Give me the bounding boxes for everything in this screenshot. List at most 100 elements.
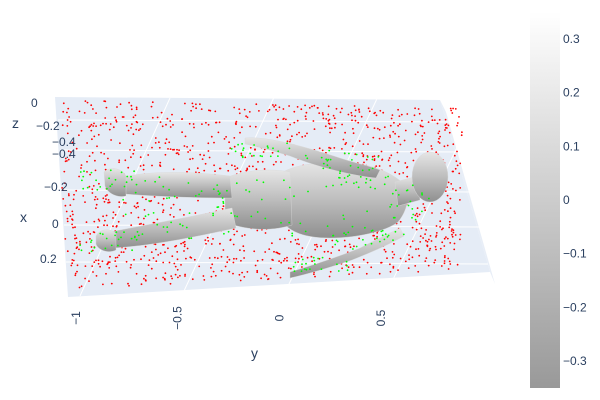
red-point: [389, 165, 391, 167]
red-point: [136, 202, 139, 204]
red-point: [67, 150, 70, 153]
red-point: [189, 256, 192, 259]
red-point: [286, 259, 288, 262]
red-point: [361, 152, 364, 155]
red-point: [91, 265, 94, 267]
green-point: [365, 178, 368, 180]
red-point: [223, 138, 226, 140]
red-point: [85, 221, 88, 224]
green-point: [391, 192, 394, 195]
green-point: [345, 260, 348, 263]
green-point: [335, 239, 338, 242]
green-point: [117, 244, 119, 247]
green-point: [256, 211, 259, 213]
x-axis-ticks: −0.4−0.4 −0.2 0 0.2: [40, 135, 76, 266]
red-point: [161, 125, 164, 128]
red-point: [99, 124, 102, 127]
red-point: [347, 113, 350, 116]
green-point: [325, 158, 328, 161]
red-point: [116, 106, 118, 108]
red-point: [176, 251, 179, 253]
red-point: [159, 121, 162, 123]
red-point: [80, 285, 83, 288]
red-point: [256, 229, 259, 232]
red-point: [393, 253, 396, 256]
red-point: [264, 251, 267, 253]
red-point: [159, 161, 162, 164]
red-point: [233, 145, 236, 148]
red-point: [384, 250, 387, 253]
red-point: [363, 161, 365, 164]
red-point: [418, 222, 421, 225]
red-point: [351, 114, 353, 117]
green-point: [384, 233, 387, 236]
green-point: [137, 234, 140, 237]
red-point: [192, 105, 195, 108]
red-point: [371, 155, 374, 158]
green-point: [336, 263, 338, 266]
red-point: [169, 282, 172, 285]
red-point: [286, 128, 289, 131]
red-point: [329, 127, 331, 130]
red-point: [428, 238, 430, 241]
red-point: [272, 104, 274, 106]
green-point: [368, 169, 371, 171]
red-point: [94, 159, 96, 162]
green-point: [334, 243, 337, 246]
red-point: [141, 196, 144, 199]
red-point: [409, 245, 412, 248]
gridline-x: [65, 261, 489, 265]
red-point: [370, 266, 373, 269]
red-point: [116, 256, 119, 259]
red-point: [334, 126, 336, 129]
red-point: [447, 257, 450, 260]
red-point: [153, 196, 156, 198]
red-point: [131, 144, 134, 147]
green-point: [261, 155, 263, 158]
red-point: [142, 223, 145, 226]
red-point: [278, 134, 281, 137]
red-point: [157, 202, 160, 205]
red-point: [314, 244, 316, 246]
green-point: [230, 147, 233, 150]
red-point: [263, 273, 266, 276]
red-point: [400, 113, 403, 116]
green-point: [233, 215, 236, 217]
red-point: [397, 269, 399, 271]
red-point: [80, 164, 83, 167]
red-point: [121, 116, 124, 118]
red-point: [308, 107, 311, 109]
red-point: [222, 205, 225, 208]
green-point: [409, 200, 412, 203]
red-point: [83, 112, 86, 114]
red-point: [329, 131, 331, 134]
green-point: [259, 155, 262, 157]
red-point: [391, 256, 394, 259]
red-point: [72, 226, 74, 229]
red-point: [315, 243, 318, 246]
red-point: [423, 132, 426, 134]
red-point: [203, 154, 205, 157]
red-point: [271, 242, 273, 245]
red-point: [72, 259, 75, 262]
green-point: [80, 249, 83, 252]
red-point: [215, 121, 218, 124]
green-point: [301, 263, 303, 265]
green-point: [286, 142, 288, 145]
red-point: [71, 259, 74, 261]
green-point: [117, 238, 120, 241]
red-point: [141, 123, 144, 126]
red-point: [102, 283, 104, 286]
red-point: [262, 151, 265, 153]
green-point: [351, 225, 354, 228]
red-point: [447, 181, 450, 184]
green-point: [99, 186, 102, 188]
red-point: [117, 271, 120, 273]
red-point: [74, 226, 76, 229]
green-point: [104, 247, 107, 250]
red-point: [164, 272, 167, 275]
red-point: [351, 271, 354, 274]
green-point: [362, 238, 364, 241]
green-point: [115, 231, 118, 234]
red-point: [165, 138, 168, 141]
